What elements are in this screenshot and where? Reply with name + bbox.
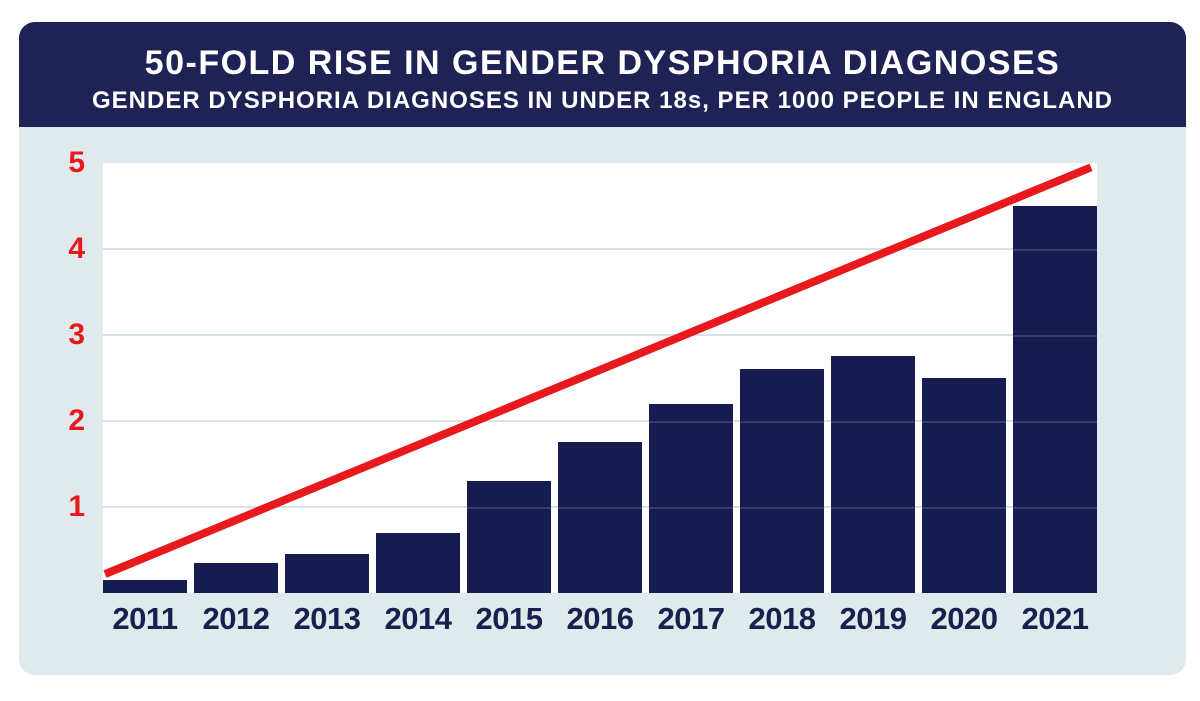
bar-2017 bbox=[649, 404, 733, 593]
trend-line bbox=[103, 163, 1093, 578]
trend-line-segment bbox=[103, 163, 1093, 578]
x-tick-2013: 2013 bbox=[293, 601, 361, 636]
chart-header: 50-FOLD RISE IN GENDER DYSPHORIA DIAGNOS… bbox=[19, 22, 1186, 127]
plot-area bbox=[103, 163, 1097, 593]
x-axis: 2011 2012 2013 2014 2015 2016 2017 2018 2019 2020… bbox=[103, 599, 1097, 639]
y-tick-4: 4 bbox=[68, 232, 85, 265]
y-tick-2: 2 bbox=[68, 404, 85, 437]
x-tick-2015: 2015 bbox=[475, 601, 543, 636]
bar-2015 bbox=[467, 481, 551, 593]
bar-2016 bbox=[558, 442, 642, 593]
x-tick-2012: 2012 bbox=[202, 601, 270, 636]
x-tick-2019: 2019 bbox=[839, 601, 907, 636]
x-tick-2014: 2014 bbox=[384, 601, 452, 636]
x-tick-2020: 2020 bbox=[930, 601, 998, 636]
x-tick-2016: 2016 bbox=[566, 601, 634, 636]
bar-2018 bbox=[740, 369, 824, 593]
bar-2013 bbox=[285, 554, 369, 593]
chart-subtitle: GENDER DYSPHORIA DIAGNOSES IN UNDER 18s,… bbox=[92, 87, 1113, 114]
x-tick-2021: 2021 bbox=[1021, 601, 1089, 636]
bar-2012 bbox=[194, 563, 278, 593]
bar-2020 bbox=[922, 378, 1006, 593]
gridline-3 bbox=[103, 334, 1097, 336]
x-tick-2017: 2017 bbox=[657, 601, 725, 636]
bar-2019 bbox=[831, 356, 915, 593]
x-tick-2011: 2011 bbox=[112, 601, 178, 636]
y-tick-3: 3 bbox=[68, 318, 85, 351]
y-tick-5: 5 bbox=[68, 146, 85, 179]
bar-2011 bbox=[103, 580, 187, 593]
bar-series bbox=[103, 163, 1097, 593]
gridline-2 bbox=[103, 420, 1097, 422]
bar-2014 bbox=[376, 533, 460, 593]
gridline-4 bbox=[103, 248, 1097, 250]
x-tick-2018: 2018 bbox=[748, 601, 816, 636]
chart-title: 50-FOLD RISE IN GENDER DYSPHORIA DIAGNOS… bbox=[144, 44, 1061, 82]
bar-2021 bbox=[1013, 206, 1097, 593]
y-tick-1: 1 bbox=[68, 490, 85, 523]
infographic-card: 50-FOLD RISE IN GENDER DYSPHORIA DIAGNOS… bbox=[19, 22, 1186, 675]
